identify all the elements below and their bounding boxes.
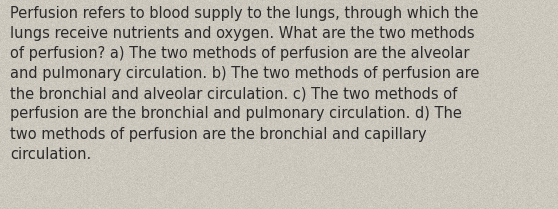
Text: Perfusion refers to blood supply to the lungs, through which the
lungs receive n: Perfusion refers to blood supply to the … <box>10 6 479 162</box>
